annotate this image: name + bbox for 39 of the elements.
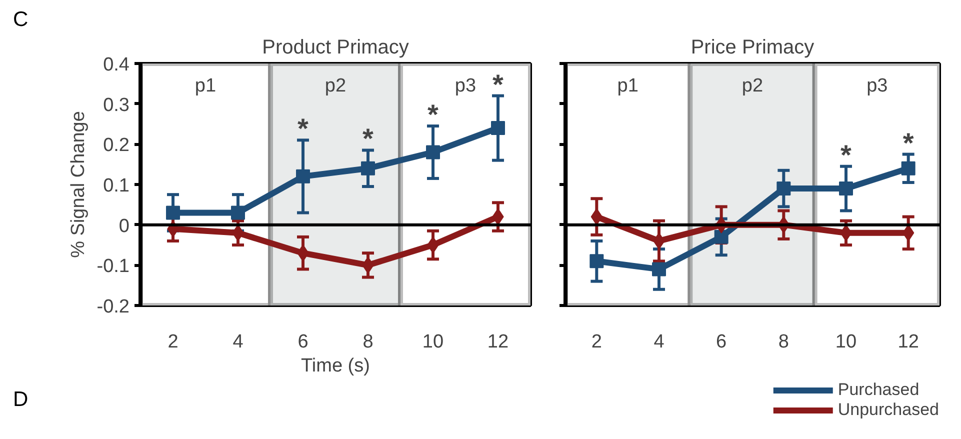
y-tick-label: 0.2 [103, 135, 130, 156]
x-tick-label: 4 [232, 332, 244, 352]
text: C [13, 7, 28, 33]
x-tick-label: 10 [422, 332, 444, 352]
y-tick-label: 0 [118, 216, 130, 237]
y-tick-label: -0.1 [96, 256, 130, 278]
annotation: * [362, 123, 374, 154]
x-tick-label: 8 [362, 332, 374, 352]
annotation: * [840, 139, 852, 170]
x-tick-label: 10 [835, 332, 857, 352]
annotation: * [902, 127, 914, 158]
annotation: * [298, 113, 309, 144]
x-tick-label: 8 [778, 332, 789, 352]
legend-label: Purchased [838, 380, 920, 400]
text: D [13, 387, 28, 413]
y-axis-title: % Signal Change [68, 111, 89, 258]
band-label: p2 [324, 76, 346, 96]
x-tick-label: 6 [716, 332, 727, 352]
chart-title: Product Primacy [262, 36, 409, 58]
band-label: p1 [194, 76, 216, 96]
x-tick-label: 4 [654, 332, 665, 352]
annotation: * [428, 99, 439, 130]
band-label: p3 [454, 76, 476, 96]
y-tick-label: 0.1 [103, 176, 130, 196]
y-tick-label: 0.3 [103, 94, 130, 116]
y-tick-label: 0.4 [103, 54, 130, 76]
chart-title: Price Primacy [690, 36, 814, 58]
x-tick-label: 2 [591, 332, 602, 352]
x-tick-label: 2 [168, 332, 178, 352]
y-tick-label: -0.2 [96, 296, 130, 318]
legend-label: Unpurchased [838, 400, 939, 420]
band-label: p2 [742, 76, 764, 96]
annotation: * [492, 68, 504, 100]
band-label: p3 [866, 76, 888, 96]
x-tick-label: 12 [487, 332, 509, 352]
band-label: p1 [617, 76, 638, 96]
x-axis-title: Time (s) [301, 356, 370, 376]
x-tick-label: 6 [298, 332, 308, 352]
x-tick-label: 12 [898, 332, 919, 352]
